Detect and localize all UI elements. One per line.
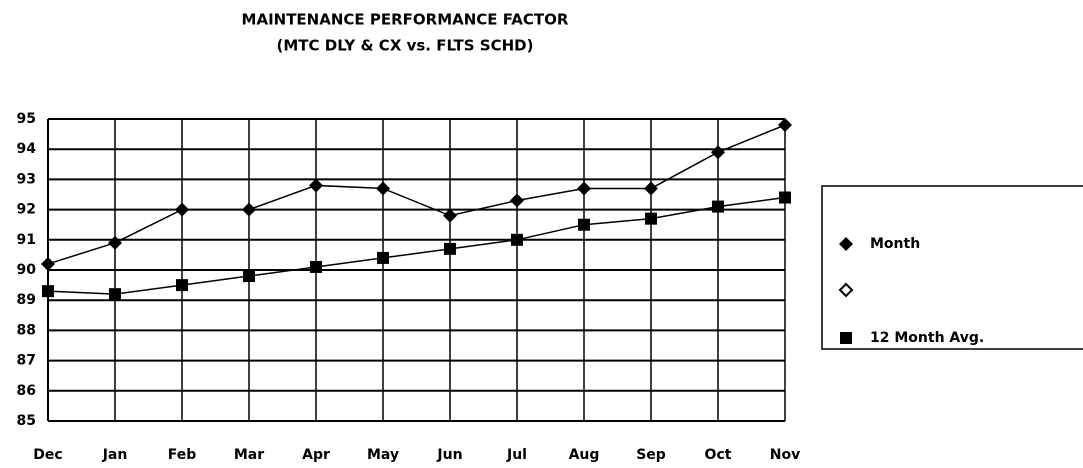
x-tick-label: Jul (506, 447, 527, 463)
data-point (175, 202, 189, 217)
legend-label: Month (870, 236, 920, 252)
x-tick-label: Mar (234, 447, 264, 463)
x-tick-label: Jan (102, 447, 128, 463)
data-point (41, 256, 55, 271)
data-point (778, 118, 792, 133)
x-tick-label: Nov (770, 447, 800, 463)
y-tick-label: 89 (17, 292, 36, 308)
data-point (108, 235, 122, 250)
y-tick-label: 91 (17, 232, 36, 248)
y-tick-label: 92 (17, 202, 36, 218)
data-point (42, 285, 54, 298)
x-tick-label: Sep (636, 447, 666, 463)
x-tick-label: Feb (168, 447, 197, 463)
data-point (310, 260, 322, 273)
data-point (376, 181, 390, 196)
legend-marker (838, 282, 854, 298)
x-tick-label: May (367, 447, 399, 463)
data-point (711, 145, 725, 160)
y-tick-label: 88 (17, 322, 36, 338)
x-tick-label: Dec (33, 447, 62, 463)
data-point (377, 251, 389, 264)
data-point (577, 181, 591, 196)
data-point (443, 208, 457, 223)
y-tick-label: 95 (17, 111, 36, 127)
data-point (645, 212, 657, 225)
data-point (176, 279, 188, 292)
data-point (779, 191, 791, 204)
chart-title: MAINTENANCE PERFORMANCE FACTOR (242, 11, 569, 29)
legend-marker (840, 332, 852, 344)
legend-label: 12 Month Avg. (870, 330, 984, 346)
series-line (47, 196, 786, 295)
data-point (712, 200, 724, 213)
y-tick-label: 85 (17, 413, 36, 429)
y-tick-label: 93 (17, 171, 36, 187)
y-tick-label: 94 (17, 141, 37, 157)
series-line (47, 124, 786, 265)
data-point (243, 270, 255, 283)
y-tick-label: 90 (17, 262, 37, 278)
legend-box (821, 185, 1083, 350)
data-point (309, 178, 323, 193)
chart-subtitle: (MTC DLY & CX vs. FLTS SCHD) (277, 37, 534, 55)
data-point (444, 242, 456, 255)
data-point (578, 218, 590, 231)
x-tick-label: Aug (569, 447, 600, 463)
data-point (510, 193, 524, 208)
data-point (644, 181, 658, 196)
x-tick-label: Oct (705, 447, 732, 463)
x-tick-label: Jun (436, 447, 462, 463)
data-point (109, 288, 121, 301)
legend-marker (839, 237, 853, 251)
data-point (242, 202, 256, 217)
y-tick-label: 86 (17, 383, 36, 399)
data-point (511, 233, 523, 246)
x-tick-label: Apr (302, 447, 330, 463)
y-tick-label: 87 (17, 353, 36, 369)
